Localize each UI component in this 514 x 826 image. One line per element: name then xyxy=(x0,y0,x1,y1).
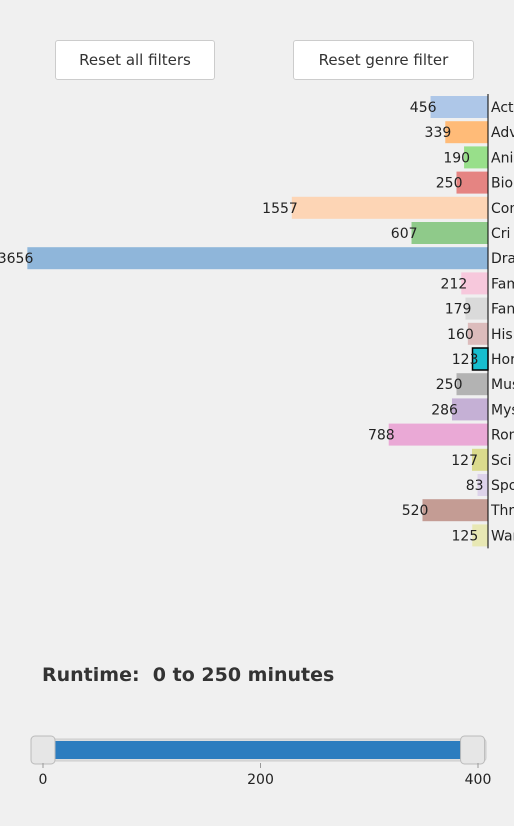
reset-all-button[interactable]: Reset all filters xyxy=(55,40,215,80)
bar xyxy=(477,474,488,496)
value-label: 190 xyxy=(443,150,470,166)
category-label: Act xyxy=(491,100,514,116)
category-label: Sci xyxy=(491,453,511,469)
value-label: 250 xyxy=(436,176,463,192)
bar xyxy=(451,398,488,421)
bar xyxy=(465,297,488,320)
category-label: Ani xyxy=(491,150,513,166)
category-label: Hor xyxy=(491,352,514,368)
value-label: 212 xyxy=(441,276,468,292)
value-label: 160 xyxy=(447,327,474,343)
bar xyxy=(456,373,488,396)
value-label: 1557 xyxy=(262,201,298,217)
value-label: 286 xyxy=(431,402,458,418)
category-label: War xyxy=(491,528,514,544)
bar xyxy=(422,499,488,522)
value-label: 3656 xyxy=(0,251,33,267)
bar xyxy=(291,196,488,219)
slider-handle xyxy=(460,735,486,765)
category-label: His xyxy=(491,327,513,343)
category-label: Thr xyxy=(490,503,514,519)
slider-range xyxy=(55,741,461,759)
value-label: 83 xyxy=(466,478,484,494)
value-label: 250 xyxy=(436,377,463,393)
category-label: Fan xyxy=(491,302,514,318)
value-label: 123 xyxy=(452,352,479,368)
reset-genre-button[interactable]: Reset genre filter xyxy=(293,40,474,80)
bar xyxy=(471,448,488,471)
runtime-title: Runtime: xyxy=(42,664,140,686)
slider-tick-label: 400 xyxy=(465,772,492,788)
bar xyxy=(461,272,488,295)
category-label: Dra xyxy=(491,251,514,267)
slider-handle xyxy=(30,735,56,765)
slider-tick-label: 200 xyxy=(247,772,274,788)
runtime-range: 0 to 250 minutes xyxy=(152,664,335,686)
bar xyxy=(27,247,489,270)
category-label: Rom xyxy=(491,428,514,444)
runtime-label: Runtime: 0 to 250 minutes xyxy=(42,664,334,686)
category-label: Adv xyxy=(491,125,514,141)
bar xyxy=(456,171,488,194)
bar xyxy=(430,96,488,118)
value-label: 456 xyxy=(410,100,437,116)
bar xyxy=(472,524,488,547)
category-label: Mus xyxy=(491,377,514,393)
value-label: 339 xyxy=(425,125,452,141)
category-label: Fam xyxy=(491,276,514,292)
bar xyxy=(467,322,488,345)
category-label: Spo xyxy=(491,478,514,494)
bar xyxy=(411,222,488,244)
bar xyxy=(388,423,488,446)
category-label: Com xyxy=(491,201,514,217)
value-label: 125 xyxy=(452,528,479,544)
value-label: 127 xyxy=(451,453,478,469)
value-label: 179 xyxy=(445,302,472,318)
value-label: 607 xyxy=(391,226,418,242)
category-label: Cri xyxy=(491,226,510,242)
category-label: Mys xyxy=(491,402,514,418)
value-label: 520 xyxy=(402,503,429,519)
slider-tick-label: 0 xyxy=(39,772,48,788)
bar xyxy=(445,121,488,144)
value-label: 788 xyxy=(368,428,395,444)
category-label: Bio xyxy=(491,176,513,192)
bar xyxy=(464,146,488,169)
